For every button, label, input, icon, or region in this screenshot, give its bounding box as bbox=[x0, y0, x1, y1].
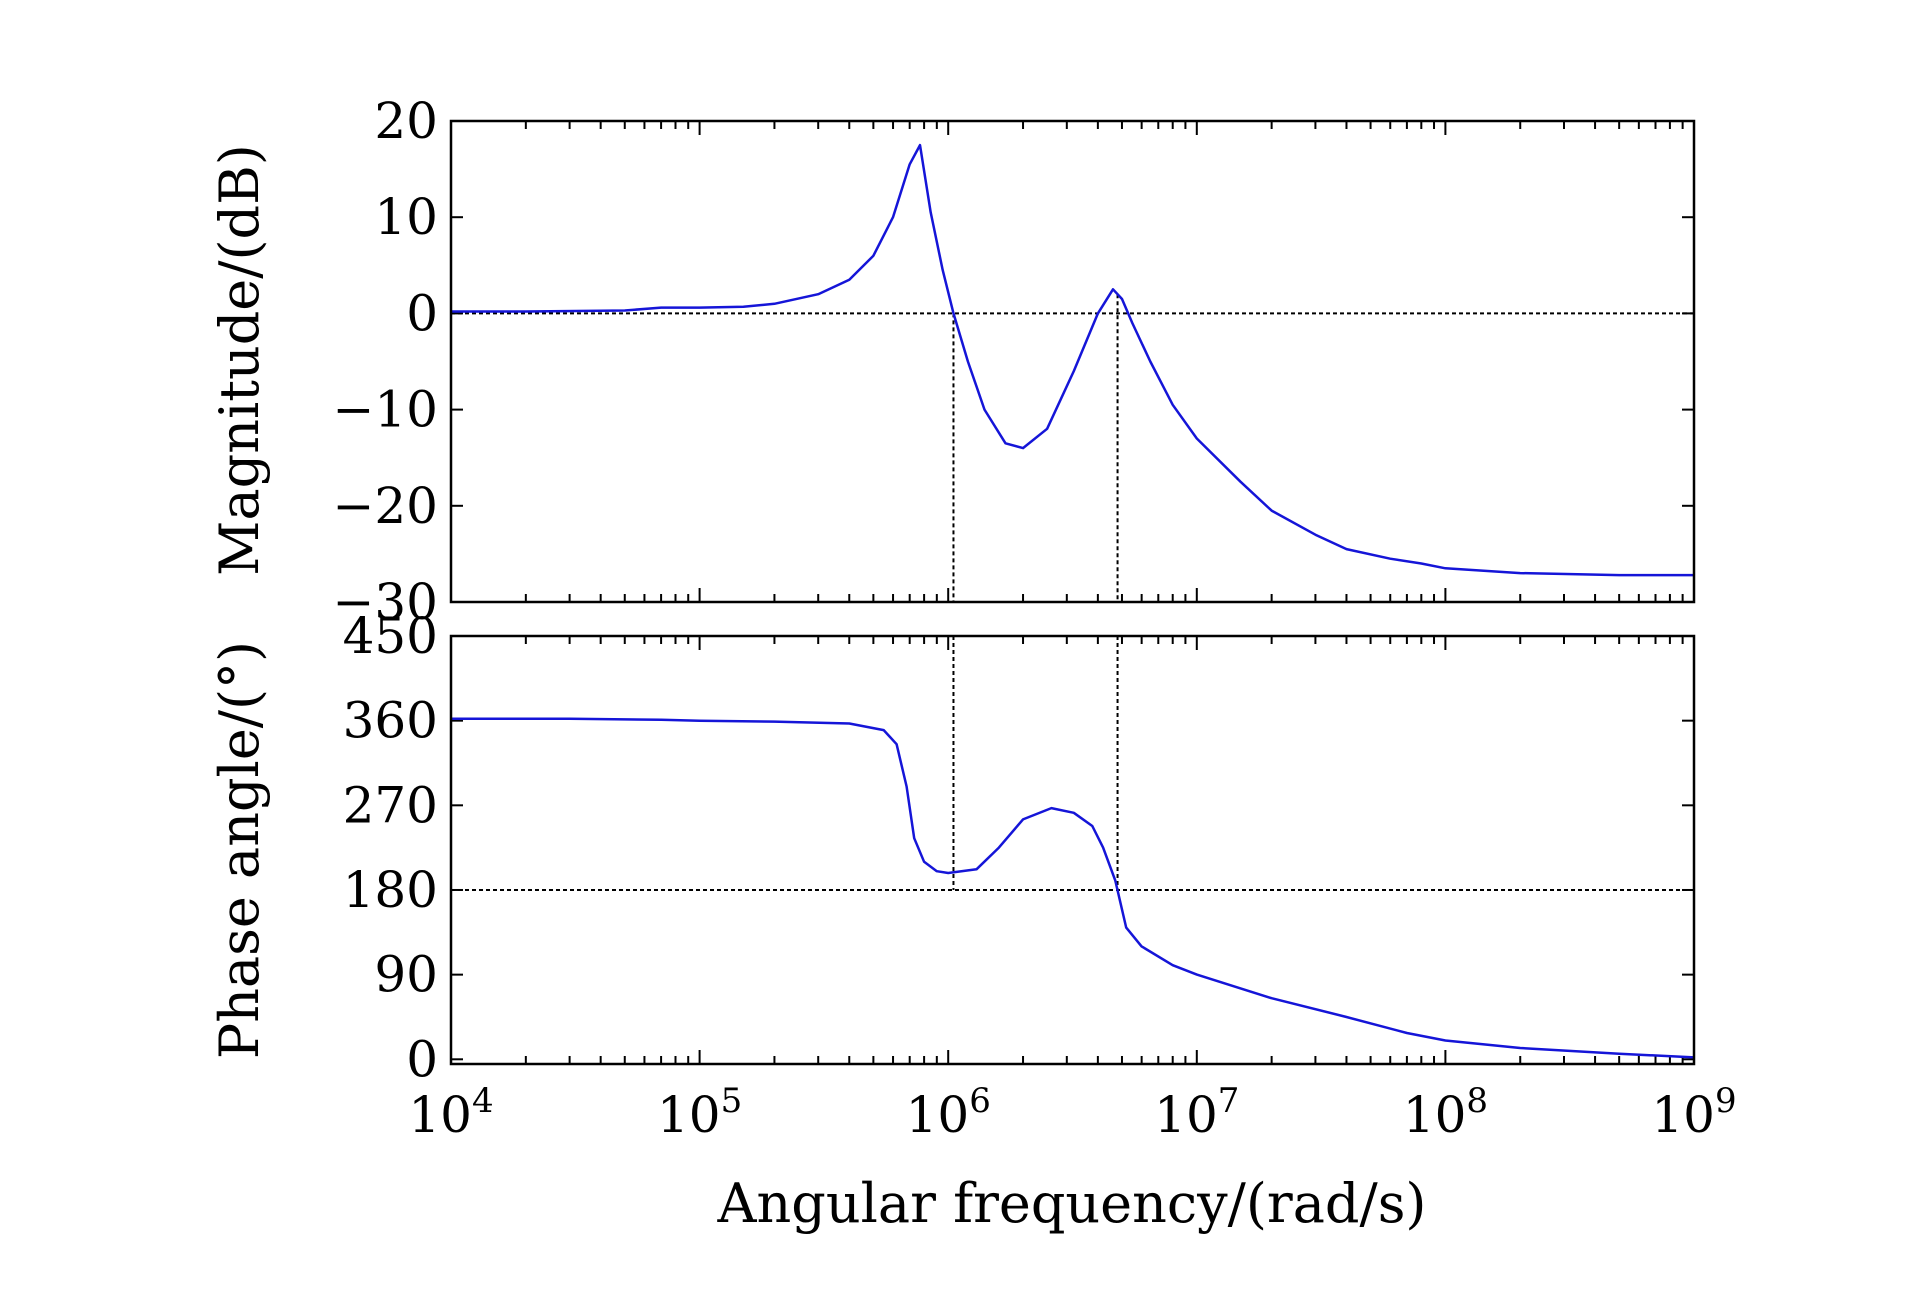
phase-tick-labels: 450 360 270 180 90 0 bbox=[343, 607, 438, 1088]
magnitude-tick-labels: 20 10 0 −10 −20 −30 bbox=[332, 92, 438, 631]
magnitude-reference-lines bbox=[451, 294, 1694, 602]
phase-ticks bbox=[450, 635, 1694, 1064]
phase-y-tick-label: 180 bbox=[343, 861, 438, 919]
phase-reference-lines bbox=[451, 636, 1694, 891]
phase-y-tick-label: 450 bbox=[343, 607, 438, 665]
phase-y-tick-label: 360 bbox=[343, 692, 438, 750]
frequency-axis-title: Angular frequency/(rad/s) bbox=[717, 1172, 1427, 1235]
phase-y-tick-label: 90 bbox=[374, 946, 438, 1004]
phase-y-tick-label: 0 bbox=[406, 1030, 438, 1088]
frequency-tick-label: 108 bbox=[1403, 1081, 1488, 1144]
frequency-tick-labels: 104 105 106 107 108 109 bbox=[408, 1081, 1736, 1144]
frequency-tick-label: 109 bbox=[1651, 1081, 1736, 1144]
frequency-tick-label: 106 bbox=[906, 1081, 991, 1144]
phase-axes-frame bbox=[449, 634, 1696, 1066]
frequency-tick-label: 104 bbox=[408, 1081, 493, 1144]
phase-axis-title: Phase angle/(°) bbox=[208, 641, 271, 1059]
magnitude-y-tick-label: −20 bbox=[332, 477, 438, 535]
magnitude-ticks bbox=[450, 120, 1694, 603]
magnitude-y-tick-label: 20 bbox=[374, 92, 438, 150]
phase-series bbox=[451, 717, 1695, 1059]
phase-curve bbox=[451, 717, 1695, 1059]
frequency-tick-label: 107 bbox=[1154, 1081, 1239, 1144]
magnitude-series bbox=[451, 143, 1694, 577]
phase-y-tick-label: 270 bbox=[343, 776, 438, 834]
magnitude-y-tick-label: 10 bbox=[374, 188, 438, 246]
magnitude-y-tick-label: −30 bbox=[332, 573, 438, 631]
magnitude-y-tick-label: −10 bbox=[332, 381, 438, 439]
magnitude-axes-frame bbox=[449, 119, 1696, 604]
magnitude-axis-title: Magnitude/(dB) bbox=[208, 144, 271, 576]
magnitude-panel: 20 10 0 −10 −20 −30 Magnitude/(dB) bbox=[208, 92, 1696, 631]
magnitude-y-tick-label: 0 bbox=[406, 284, 438, 342]
frequency-tick-label: 105 bbox=[657, 1081, 742, 1144]
magnitude-curve bbox=[451, 143, 1694, 577]
